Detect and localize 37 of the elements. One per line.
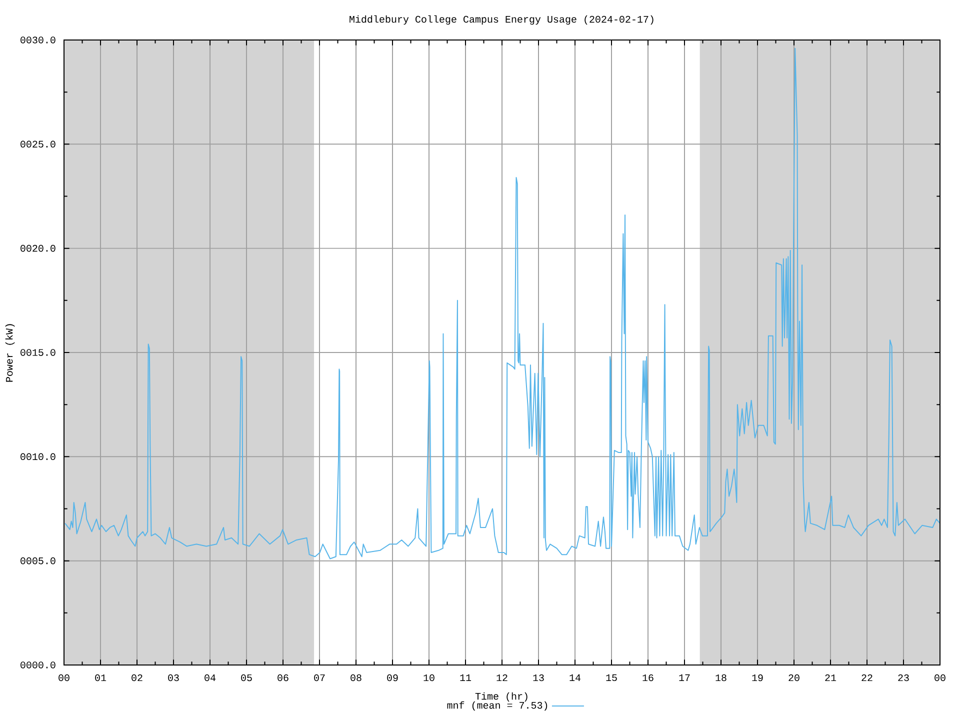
x-tick-label: 09 <box>387 674 398 682</box>
y-tick-label: 0000.0 <box>20 662 56 668</box>
x-tick-label: 02 <box>132 674 142 682</box>
x-tick-label: 10 <box>424 674 434 682</box>
y-tick-label: 0020.0 <box>20 244 56 252</box>
x-tick-label: 17 <box>679 674 690 681</box>
x-tick-label: 12 <box>496 674 508 682</box>
x-axis-title: Time (hr) <box>475 692 528 702</box>
x-tick-label: 14 <box>570 674 580 681</box>
x-tick-label: 08 <box>350 674 362 682</box>
x-tick-label: 22 <box>862 674 872 682</box>
y-tick-label: 0005.0 <box>20 557 56 564</box>
x-tick-label: 16 <box>642 674 654 682</box>
x-tick-label: 19 <box>752 674 763 682</box>
x-tick-label: 15 <box>606 674 617 682</box>
line-series <box>64 48 940 560</box>
x-tick-label: 11 <box>460 674 472 681</box>
legend-label: mnf (mean = 7.53) <box>447 701 548 711</box>
x-tick-label: 00 <box>934 674 946 682</box>
x-tick-label: 05 <box>241 674 252 682</box>
x-tick-label: 21 <box>825 674 836 682</box>
x-tick-label: 04 <box>204 674 216 682</box>
x-tick-label: 07 <box>314 674 325 682</box>
x-tick-label: 13 <box>533 674 544 682</box>
y-tick-label: 0030.0 <box>20 36 56 44</box>
x-tick-label: 06 <box>278 674 288 682</box>
x-tick-label: 18 <box>716 674 726 682</box>
y-tick-label: 0010.0 <box>20 453 56 460</box>
y-tick-label: 0025.0 <box>20 140 56 148</box>
x-tick-label: 01 <box>95 674 106 682</box>
x-tick-label: 00 <box>58 674 70 682</box>
y-axis-title: Power (kW) <box>5 324 15 382</box>
x-tick-label: 20 <box>788 674 800 682</box>
x-tick-label: 23 <box>898 674 909 682</box>
x-tick-label: 03 <box>168 674 179 682</box>
chart-title: Middlebury College Campus Energy Usage (2024-02-17) <box>350 15 654 25</box>
y-tick-label: 0015.0 <box>20 349 56 356</box>
